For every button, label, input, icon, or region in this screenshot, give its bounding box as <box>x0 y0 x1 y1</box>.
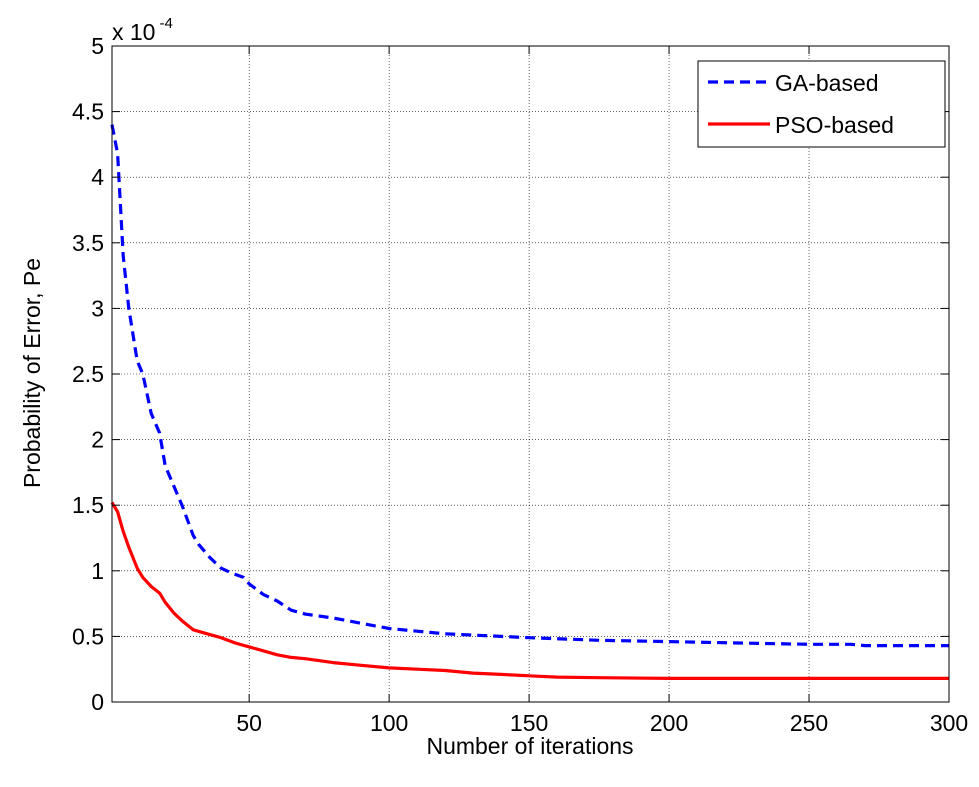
series-layer <box>110 124 949 681</box>
series-line-ga-based <box>110 124 949 648</box>
y-tick-label: 1.5 <box>72 492 104 518</box>
legend-label-pso: PSO-based <box>775 112 894 138</box>
plot-area <box>110 45 950 703</box>
y-tick-label: 3 <box>91 295 104 321</box>
y-tick-label: 1 <box>91 558 104 584</box>
x-tick-label: 200 <box>650 710 688 736</box>
series-line-pso-based <box>110 501 949 681</box>
y-tick-label: 0.5 <box>72 623 104 649</box>
y-axis-label: Probability of Error, Pe <box>19 258 45 488</box>
y-exponent-power: -4 <box>159 15 172 32</box>
legend: GA-based PSO-based <box>697 60 946 148</box>
y-tick-label: 5 <box>91 33 104 59</box>
y-tick-label: 4.5 <box>72 99 104 125</box>
y-tick-label: 3.5 <box>72 230 104 256</box>
y-tick-label: 4 <box>91 164 104 190</box>
x-axis-label: Number of iterations <box>426 733 633 759</box>
y-tick-label: 2 <box>91 427 104 453</box>
y-tick-label: 2.5 <box>72 361 104 387</box>
ticks <box>112 45 950 703</box>
y-tick-label: 0 <box>91 689 104 715</box>
y-exponent-base: x 10 <box>112 19 155 45</box>
y-tick-labels: 0 0.5 1 1.5 2 2.5 3 3.5 4 4.5 5 <box>72 33 104 715</box>
x-tick-label: 250 <box>790 710 828 736</box>
x-tick-label: 300 <box>930 710 968 736</box>
y-exponent-label: x 10 -4 <box>112 15 173 45</box>
x-tick-label: 100 <box>370 710 408 736</box>
x-tick-label: 150 <box>510 710 548 736</box>
legend-box <box>697 60 946 148</box>
x-tick-labels: 50 100 150 200 250 300 <box>236 710 968 736</box>
x-tick-label: 50 <box>236 710 262 736</box>
axes-background <box>112 46 949 702</box>
legend-label-ga: GA-based <box>775 70 879 96</box>
